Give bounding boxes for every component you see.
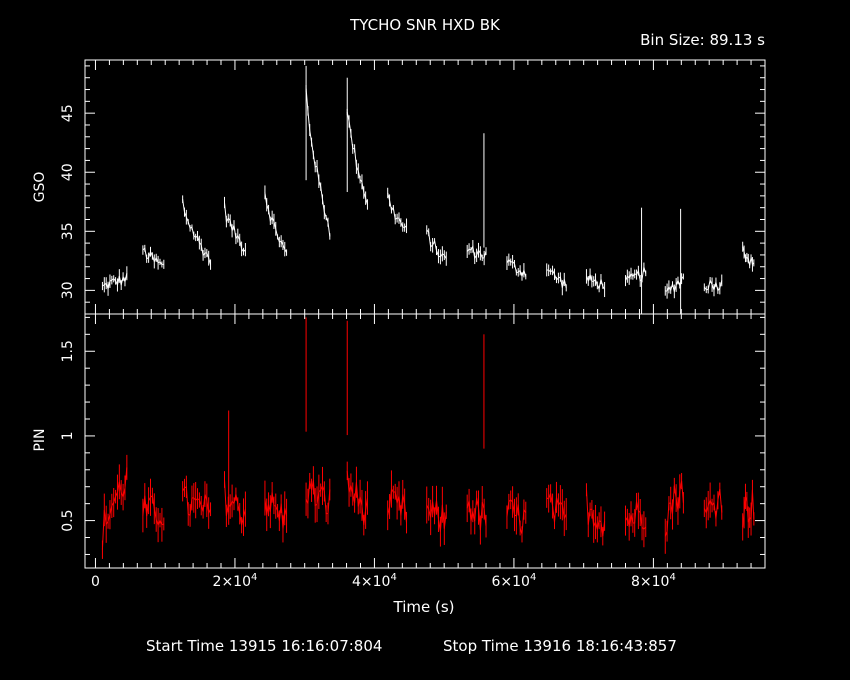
gso-segment xyxy=(585,268,606,298)
pin-segment xyxy=(182,475,212,529)
gso-segment-line xyxy=(426,229,447,259)
pin-segment xyxy=(305,466,331,525)
pin-segment-line xyxy=(346,470,368,526)
pin-segment xyxy=(742,479,755,541)
gso-segment xyxy=(387,187,408,234)
x-axis-label: Time (s) xyxy=(393,598,455,616)
pin-segment-line xyxy=(387,487,407,523)
gso-series xyxy=(101,85,755,299)
gso-segment xyxy=(466,240,487,266)
pin-y-tick-label: 1 xyxy=(60,431,76,440)
pin-segment xyxy=(466,486,487,545)
gso-segment xyxy=(426,225,447,266)
gso-segment-line xyxy=(182,199,211,265)
pin-segment-line xyxy=(182,485,211,517)
pin-segment-line xyxy=(506,499,527,535)
gso-segment-line xyxy=(387,192,407,229)
pin-segment xyxy=(546,481,567,537)
gso-segment-line xyxy=(466,244,487,260)
pin-segment xyxy=(506,486,527,543)
gso-segment-line xyxy=(546,269,567,288)
gso-axis-label: GSO xyxy=(32,172,48,203)
gso-segment xyxy=(742,241,755,272)
gso-y-tick-label: 30 xyxy=(60,281,76,299)
gso-y-tick-label: 40 xyxy=(60,163,76,181)
pin-segment xyxy=(703,482,723,529)
x-tick-label: 2×104 xyxy=(213,572,258,590)
x-tick-label: 0 xyxy=(91,574,100,590)
pin-segment xyxy=(585,483,606,546)
pin-segment xyxy=(101,454,128,559)
gso-segment xyxy=(546,263,567,296)
pin-segment xyxy=(223,471,246,536)
pin-segment-line xyxy=(142,494,165,527)
bin-size-label: Bin Size: 89.13 s xyxy=(640,31,765,49)
gso-segment-line xyxy=(305,88,331,237)
pin-panel: 0.5 1 1.5 0 2×104 4×104 6×104 8×104 xyxy=(60,313,766,590)
gso-segment xyxy=(223,196,246,257)
gso-segment-line xyxy=(506,258,527,279)
pin-segment-line xyxy=(703,488,723,519)
gso-segment-line xyxy=(142,247,164,266)
gso-segment-line xyxy=(264,192,288,253)
gso-y-tick-label: 35 xyxy=(60,222,76,240)
x-tick-label: 6×104 xyxy=(492,572,537,590)
pin-series xyxy=(101,454,755,559)
pin-segment xyxy=(426,485,447,547)
gso-segment-line xyxy=(703,278,723,292)
gso-segment-line xyxy=(586,272,606,291)
pin-segment-line xyxy=(664,480,684,537)
pin-segment xyxy=(346,461,368,536)
pin-segment xyxy=(142,478,165,543)
gso-segment xyxy=(506,253,527,281)
chart-title: TYCHO SNR HXD BK xyxy=(349,16,501,34)
pin-segment xyxy=(387,470,408,534)
pin-segment-line xyxy=(625,501,647,530)
gso-segment xyxy=(625,262,647,287)
pin-segment-line xyxy=(546,493,567,523)
gso-segment-line xyxy=(224,202,246,253)
pin-segment-line xyxy=(305,480,331,515)
start-time-label: Start Time 13915 16:16:07:804 xyxy=(146,637,382,655)
pin-segment-line xyxy=(466,497,487,531)
pin-y-tick-label: 1.5 xyxy=(60,340,76,362)
gso-segment xyxy=(703,274,723,297)
x-tick-label: 4×104 xyxy=(352,572,397,590)
pin-axis-label: PIN xyxy=(32,428,48,451)
gso-segment xyxy=(101,266,128,296)
pin-segment xyxy=(264,480,288,543)
gso-segment-line xyxy=(102,273,128,291)
gso-segment xyxy=(142,244,165,270)
pin-segment xyxy=(664,472,684,554)
gso-segment xyxy=(264,185,288,257)
stop-time-label: Stop Time 13916 18:16:43:857 xyxy=(443,637,677,655)
pin-segment-line xyxy=(224,479,246,526)
pin-frame xyxy=(84,313,766,569)
gso-segment-line xyxy=(625,267,647,282)
gso-panel: 30 35 40 45 xyxy=(60,59,766,315)
x-tick-label: 8×104 xyxy=(631,572,676,590)
gso-segment xyxy=(182,195,212,270)
pin-y-tick-label: 0.5 xyxy=(60,509,76,531)
pin-segment-line xyxy=(742,489,755,527)
pin-segment-line xyxy=(586,489,606,537)
pin-segment xyxy=(625,492,647,548)
pin-segment-line xyxy=(264,492,288,529)
pin-segment-line xyxy=(426,500,447,532)
gso-y-tick-label: 45 xyxy=(60,104,76,122)
gso-segment-line xyxy=(742,246,755,266)
gso-segment-line xyxy=(346,112,368,205)
pin-segment-line xyxy=(101,467,128,550)
